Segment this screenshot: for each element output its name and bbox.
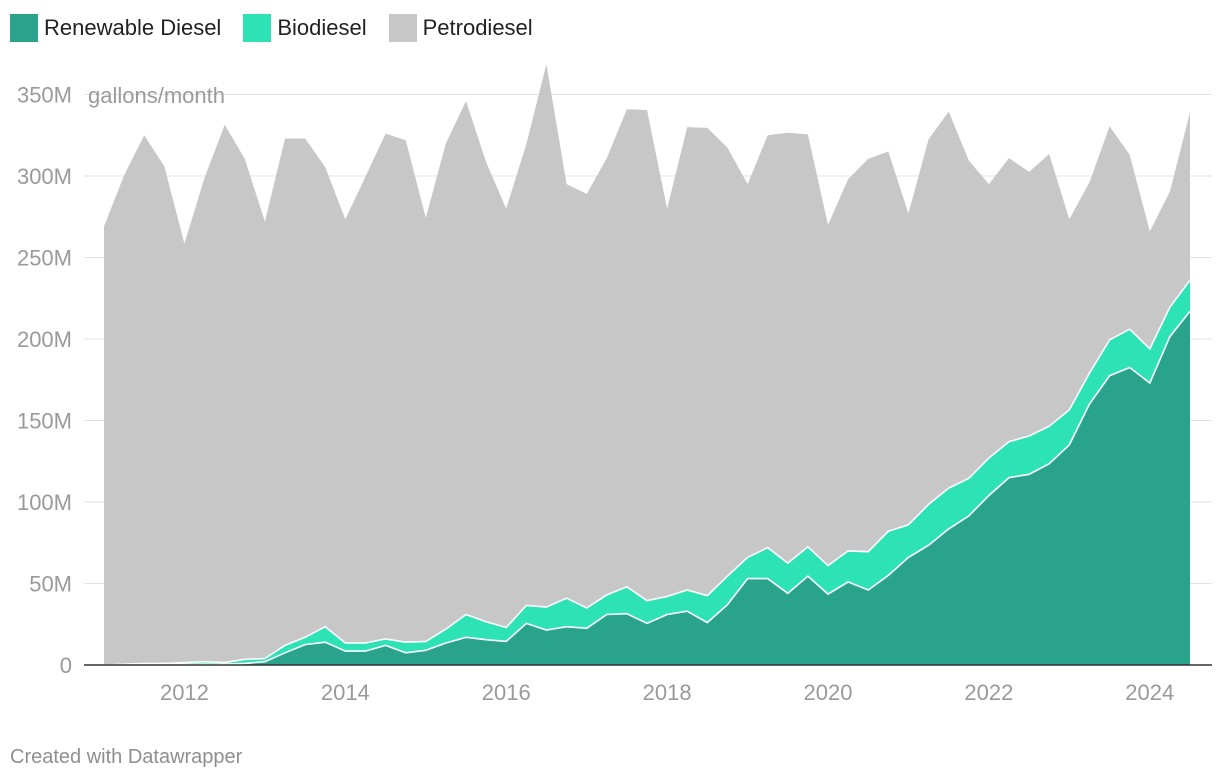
y-tick-label: 350M xyxy=(17,83,72,108)
credit-text: Created with Datawrapper xyxy=(10,746,243,768)
x-tick-label: 2024 xyxy=(1125,680,1174,705)
x-axis-labels: 2012 2014 2016 2018 2020 2022 2024 xyxy=(160,680,1174,705)
area-renewable-diesel xyxy=(104,311,1190,665)
x-tick-label: 2014 xyxy=(321,680,370,705)
x-tick-label: 2018 xyxy=(643,680,692,705)
y-tick-label: 50M xyxy=(29,572,72,597)
legend-item-petrodiesel[interactable]: Petrodiesel xyxy=(388,14,533,42)
y-tick-label: 150M xyxy=(17,409,72,434)
y-tick-label: 100M xyxy=(17,490,72,515)
legend-swatch-biodiesel xyxy=(243,14,272,42)
y-tick-label: 300M xyxy=(17,164,72,189)
area-separator-renewable-diesel xyxy=(104,310,1191,666)
area-series xyxy=(103,64,1191,666)
y-tick-label: 200M xyxy=(17,327,72,352)
area-petrodiesel xyxy=(104,64,1190,666)
legend-swatch-renewable-diesel xyxy=(10,14,38,42)
legend: Renewable Diesel Biodiesel Petrodiesel xyxy=(10,12,555,44)
y-axis-labels: 0 50M 100M 150M 200M 250M 300M 350M xyxy=(17,83,72,679)
legend-item-biodiesel[interactable]: Biodiesel xyxy=(243,14,367,42)
legend-swatch-petrodiesel xyxy=(388,14,417,42)
x-tick-label: 2022 xyxy=(964,680,1013,705)
legend-label-biodiesel: Biodiesel xyxy=(277,15,367,40)
legend-item-renewable-diesel[interactable]: Renewable Diesel xyxy=(10,14,221,42)
legend-label-petrodiesel: Petrodiesel xyxy=(422,15,533,40)
x-tick-label: 2012 xyxy=(160,680,209,705)
x-tick-label: 2020 xyxy=(804,680,853,705)
y-tick-label: 0 xyxy=(60,653,72,678)
legend-label-renewable-diesel: Renewable Diesel xyxy=(44,15,222,40)
y-axis-unit-label: gallons/month xyxy=(88,83,225,108)
area-separator-biodiesel xyxy=(103,279,1191,666)
y-tick-label: 250M xyxy=(17,246,72,271)
x-tick-label: 2016 xyxy=(482,680,531,705)
